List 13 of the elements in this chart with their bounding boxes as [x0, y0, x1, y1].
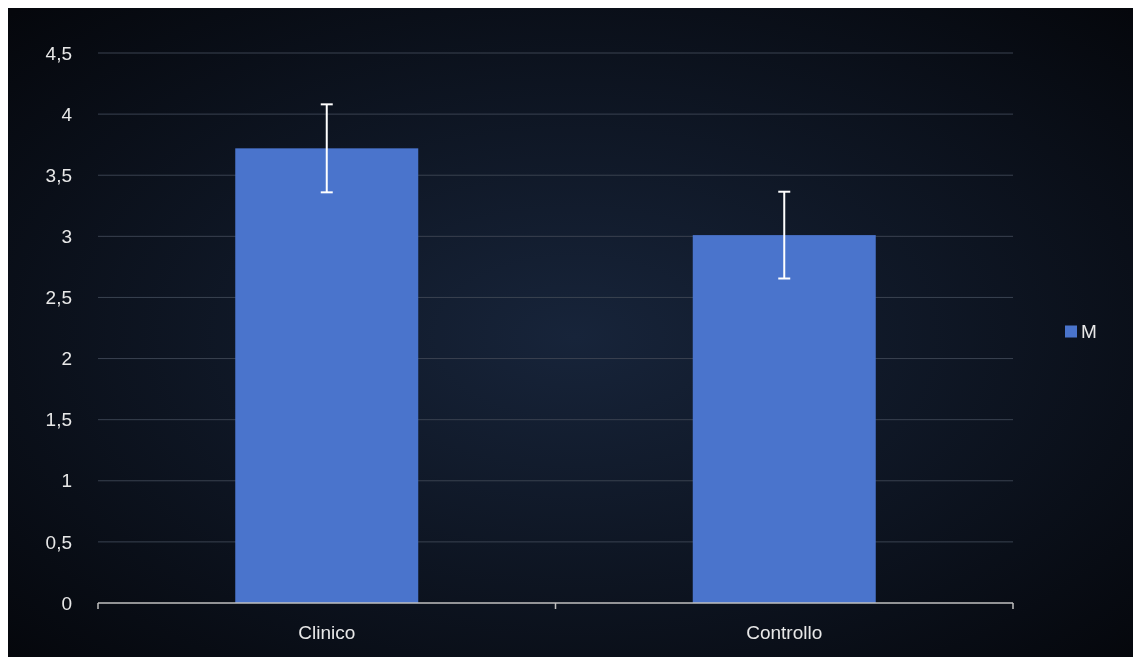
y-tick-label: 3	[61, 225, 72, 247]
y-tick-label: 4,5	[45, 42, 72, 64]
y-tick-label: 1	[61, 470, 72, 492]
x-tick-label: Clinico	[298, 622, 356, 643]
y-tick-label: 4	[61, 103, 73, 125]
y-tick-label: 2,5	[45, 287, 72, 309]
y-tick-label: 1,5	[45, 409, 72, 431]
y-tick-label: 0	[61, 592, 72, 614]
y-tick-label: 0,5	[45, 531, 72, 553]
legend-label: M	[1081, 321, 1097, 343]
y-tick-label: 2	[61, 348, 72, 370]
y-tick-label: 3,5	[45, 164, 72, 186]
x-tick-label: Controllo	[746, 622, 823, 643]
